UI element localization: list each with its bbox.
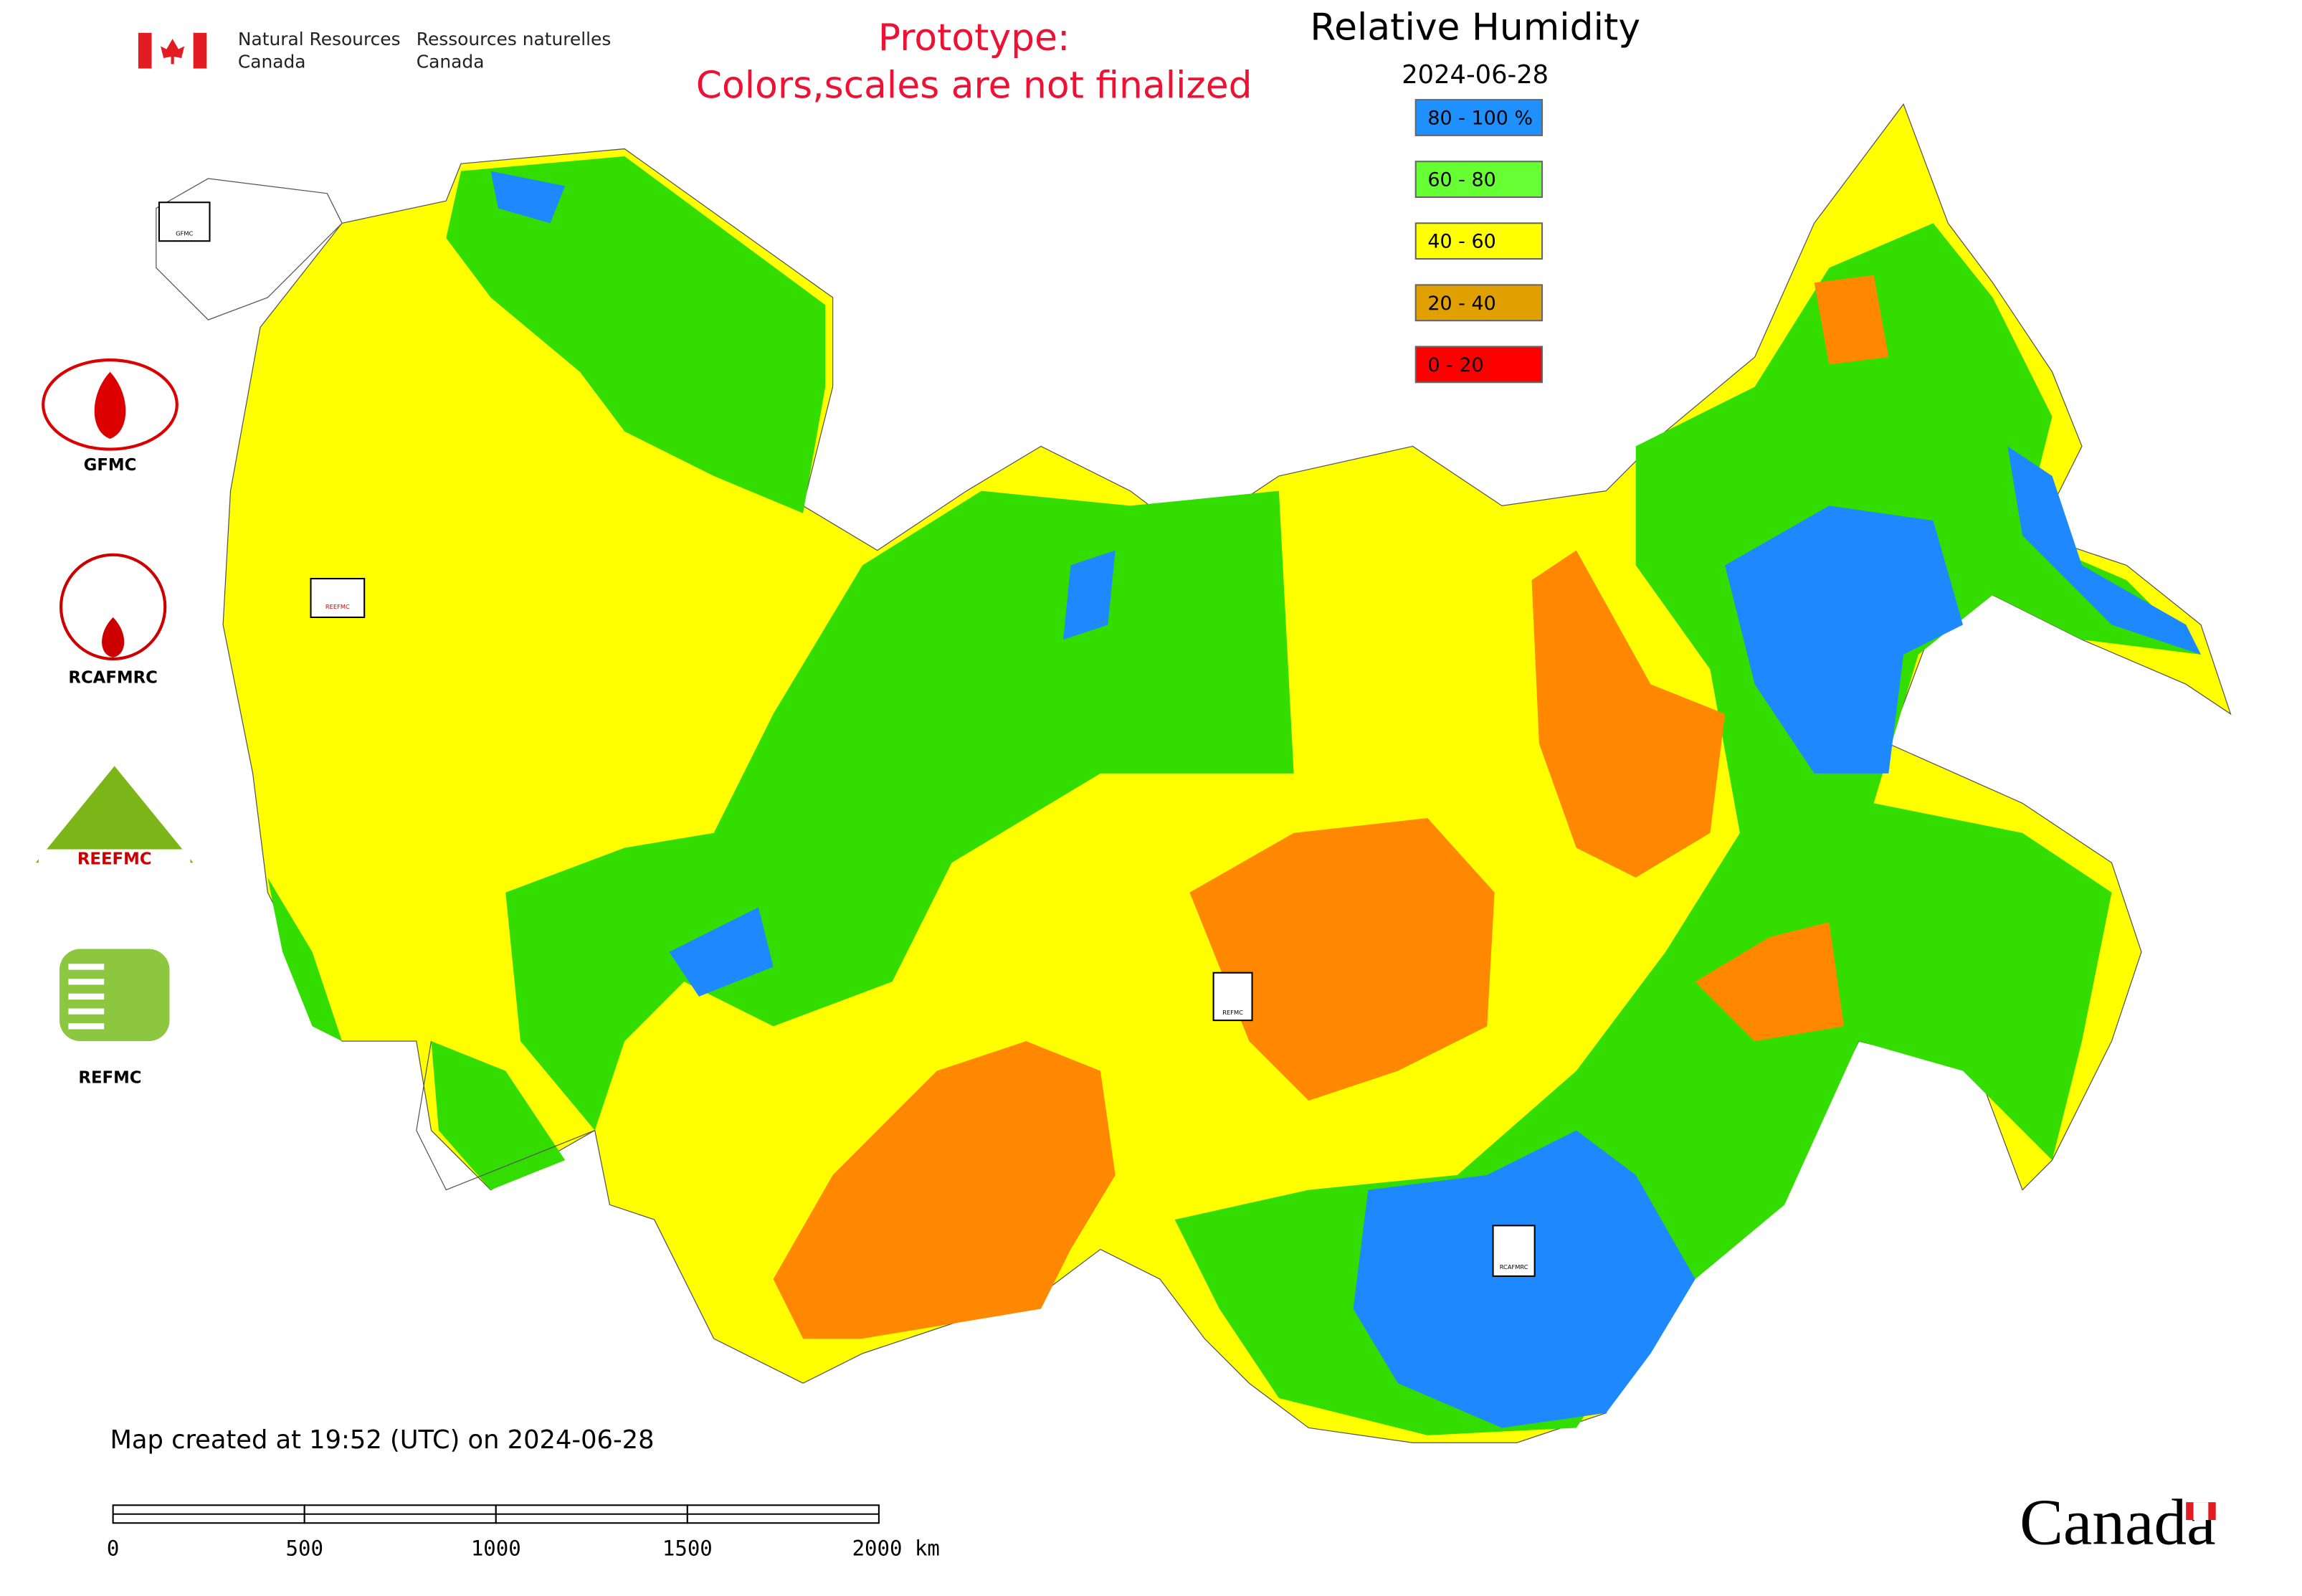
scale-label: 1000 — [471, 1536, 521, 1561]
dept-en: Canada — [238, 51, 306, 72]
legend-label: 80 - 100 % — [1427, 108, 1533, 130]
marker — [1212, 972, 1253, 1022]
map — [156, 103, 2232, 1443]
legend-swatch — [1414, 161, 1544, 199]
scale-bar: 0 500 1000 1500 2000 km — [107, 1504, 940, 1561]
logo-label: RCAFMRC — [68, 669, 157, 688]
legend-swatch — [1414, 222, 1544, 260]
flag-field — [2193, 1502, 2209, 1521]
dept-fr: Ressources naturelles — [417, 29, 612, 49]
date: 2024-06-28 — [1402, 60, 1549, 90]
logo-label: REFMC — [78, 1069, 141, 1088]
scale-label: 2000 km — [852, 1536, 940, 1561]
marker — [310, 578, 366, 619]
marker — [158, 201, 211, 242]
region-orange — [1189, 818, 1495, 1101]
region-green — [267, 877, 566, 1190]
marker-label: GFMC — [176, 229, 193, 237]
logo-rcafmrc — [59, 553, 167, 661]
marker-label: RCAFMRC — [1500, 1263, 1528, 1270]
flag-bar — [193, 32, 207, 69]
marker-label: REEFMC — [325, 603, 350, 610]
legend-swatch — [1414, 346, 1544, 384]
notice: Prototype: — [878, 16, 1070, 60]
region-orange — [1531, 550, 1726, 878]
marker-label: REFMC — [1222, 1009, 1243, 1016]
logo-label: GFMC — [84, 456, 137, 475]
title: Relative Humidity — [1310, 6, 1640, 49]
region-blue — [1725, 446, 2201, 774]
legend-label: 20 - 40 — [1427, 293, 1495, 315]
region-orange — [1695, 275, 1889, 1042]
dept-fr: Canada — [417, 51, 485, 72]
scale-label: 0 — [107, 1536, 119, 1561]
legend-label: 0 - 20 — [1427, 354, 1483, 376]
region-orange — [773, 1041, 1116, 1339]
border-outside — [156, 178, 595, 1191]
map-markers: GFMC REEFMC REFMC RCAFMRC — [158, 201, 1536, 1277]
logo-flame — [94, 371, 126, 440]
marker — [1492, 1225, 1536, 1277]
logo-reefmc — [35, 766, 194, 863]
legend-label: 40 - 60 — [1427, 231, 1495, 253]
scale-label: 500 — [285, 1536, 323, 1561]
flag-bar — [138, 32, 152, 69]
logo-flame — [102, 617, 125, 657]
maple-leaf — [161, 39, 185, 65]
legend-swatch — [1414, 284, 1544, 322]
legend: 80 - 100 % 60 - 80 40 - 60 20 - 40 0 - 20 — [1414, 99, 1544, 384]
logos: GFMC RCAFMRC REEFMC REFMC — [35, 358, 194, 1088]
canada-wordmark: Canada — [2020, 1486, 2216, 1558]
logo-label: REEFMC — [77, 850, 152, 869]
dept-en: Natural Resources — [238, 29, 401, 49]
logo-refmc — [59, 949, 170, 1042]
created-note: Map created at 19:52 (UTC) on 2024-06-28 — [110, 1425, 654, 1455]
logo-band — [38, 849, 191, 868]
logo-stripes — [68, 964, 105, 1030]
region-green — [1174, 223, 2201, 1435]
wordmark-flag — [2186, 1502, 2216, 1521]
region-green — [446, 156, 826, 513]
legend-label: 60 - 80 — [1427, 169, 1495, 191]
scale-label: 1500 — [662, 1536, 713, 1561]
notice: Colors,scales are not finalized — [696, 65, 1252, 108]
legend-swatch — [1414, 99, 1544, 136]
canada-flag — [138, 32, 207, 69]
region-blue — [1353, 1130, 1695, 1428]
